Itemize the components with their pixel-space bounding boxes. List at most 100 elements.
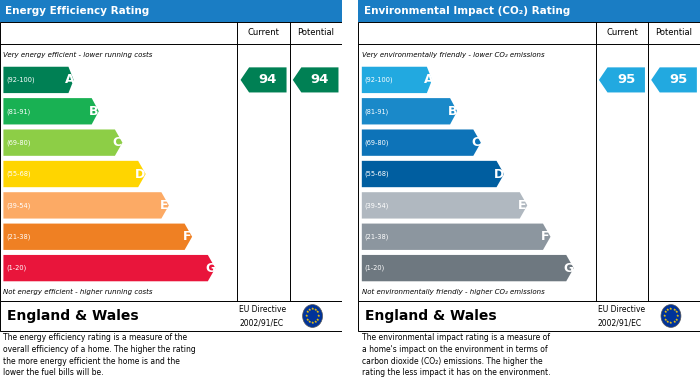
Text: G: G bbox=[205, 262, 215, 274]
Text: ★: ★ bbox=[664, 317, 667, 321]
Text: EU Directive: EU Directive bbox=[239, 305, 286, 314]
Text: England & Wales: England & Wales bbox=[7, 309, 139, 323]
Text: Energy Efficiency Rating: Energy Efficiency Rating bbox=[5, 6, 149, 16]
Text: ★: ★ bbox=[316, 310, 320, 314]
Text: (1-20): (1-20) bbox=[365, 265, 385, 271]
Text: ★: ★ bbox=[314, 320, 317, 324]
Text: (92-100): (92-100) bbox=[6, 77, 35, 83]
Polygon shape bbox=[4, 129, 122, 156]
Text: (21-38): (21-38) bbox=[6, 233, 31, 240]
Bar bbox=[358, 0, 700, 22]
Text: D: D bbox=[135, 167, 146, 181]
Text: A: A bbox=[424, 74, 433, 86]
Text: Not energy efficient - higher running costs: Not energy efficient - higher running co… bbox=[4, 289, 153, 296]
Text: England & Wales: England & Wales bbox=[365, 309, 497, 323]
Text: ★: ★ bbox=[669, 321, 673, 325]
Text: ★: ★ bbox=[314, 308, 317, 312]
Text: ★: ★ bbox=[675, 310, 678, 314]
Text: ★: ★ bbox=[672, 308, 676, 312]
Circle shape bbox=[302, 305, 323, 327]
Text: ★: ★ bbox=[663, 314, 666, 318]
Text: (21-38): (21-38) bbox=[365, 233, 389, 240]
Text: ★: ★ bbox=[316, 317, 320, 321]
Polygon shape bbox=[241, 67, 286, 92]
Polygon shape bbox=[293, 67, 339, 92]
Text: Current: Current bbox=[606, 28, 638, 37]
Text: ★: ★ bbox=[305, 310, 309, 314]
Text: (55-68): (55-68) bbox=[365, 171, 389, 177]
Text: C: C bbox=[113, 136, 122, 149]
Polygon shape bbox=[4, 67, 74, 93]
Text: EU Directive: EU Directive bbox=[598, 305, 645, 314]
Polygon shape bbox=[362, 224, 550, 250]
Text: Very energy efficient - lower running costs: Very energy efficient - lower running co… bbox=[4, 51, 153, 57]
Bar bbox=[358, 22, 700, 301]
Polygon shape bbox=[362, 67, 432, 93]
Bar bbox=[358, 301, 700, 331]
Text: B: B bbox=[89, 105, 99, 118]
Text: ★: ★ bbox=[672, 320, 676, 324]
Polygon shape bbox=[4, 255, 216, 281]
Text: The energy efficiency rating is a measure of the
overall efficiency of a home. T: The energy efficiency rating is a measur… bbox=[4, 333, 196, 377]
Text: (69-80): (69-80) bbox=[365, 140, 389, 146]
Text: ★: ★ bbox=[675, 317, 678, 321]
Text: C: C bbox=[471, 136, 480, 149]
Text: ★: ★ bbox=[311, 321, 314, 325]
Text: Potential: Potential bbox=[297, 28, 334, 37]
Polygon shape bbox=[362, 255, 574, 281]
Text: ★: ★ bbox=[308, 308, 312, 312]
Bar bbox=[0, 22, 342, 301]
Text: B: B bbox=[447, 105, 457, 118]
Polygon shape bbox=[4, 161, 146, 187]
Polygon shape bbox=[4, 98, 99, 124]
Text: The environmental impact rating is a measure of
a home's impact on the environme: The environmental impact rating is a mea… bbox=[362, 333, 550, 377]
Text: Not environmentally friendly - higher CO₂ emissions: Not environmentally friendly - higher CO… bbox=[362, 289, 545, 296]
Polygon shape bbox=[4, 224, 192, 250]
Text: (81-91): (81-91) bbox=[365, 108, 388, 115]
Polygon shape bbox=[362, 161, 504, 187]
Text: Environmental Impact (CO₂) Rating: Environmental Impact (CO₂) Rating bbox=[363, 6, 570, 16]
Bar bbox=[0, 0, 342, 22]
Text: ★: ★ bbox=[666, 308, 670, 312]
Text: (1-20): (1-20) bbox=[6, 265, 27, 271]
Text: (81-91): (81-91) bbox=[6, 108, 30, 115]
Text: 95: 95 bbox=[617, 74, 636, 86]
Text: ★: ★ bbox=[666, 320, 670, 324]
Text: E: E bbox=[160, 199, 168, 212]
Text: E: E bbox=[518, 199, 526, 212]
Text: G: G bbox=[564, 262, 573, 274]
Bar bbox=[0, 301, 342, 331]
Text: Very environmentally friendly - lower CO₂ emissions: Very environmentally friendly - lower CO… bbox=[362, 51, 545, 57]
Text: ★: ★ bbox=[305, 317, 309, 321]
Text: ★: ★ bbox=[308, 320, 312, 324]
Text: Potential: Potential bbox=[655, 28, 692, 37]
Text: ★: ★ bbox=[311, 307, 314, 311]
Text: 2002/91/EC: 2002/91/EC bbox=[239, 318, 284, 327]
Text: Current: Current bbox=[248, 28, 279, 37]
Polygon shape bbox=[599, 67, 645, 92]
Text: ★: ★ bbox=[676, 314, 679, 318]
Text: F: F bbox=[183, 230, 191, 243]
Text: ★: ★ bbox=[669, 307, 673, 311]
Text: 2002/91/EC: 2002/91/EC bbox=[598, 318, 642, 327]
Text: (69-80): (69-80) bbox=[6, 140, 31, 146]
Polygon shape bbox=[362, 98, 457, 124]
Text: (39-54): (39-54) bbox=[6, 202, 31, 209]
Polygon shape bbox=[362, 129, 481, 156]
Text: 94: 94 bbox=[311, 74, 329, 86]
Text: ★: ★ bbox=[317, 314, 321, 318]
Text: (55-68): (55-68) bbox=[6, 171, 31, 177]
Polygon shape bbox=[362, 192, 527, 219]
Text: (39-54): (39-54) bbox=[365, 202, 389, 209]
Text: A: A bbox=[65, 74, 75, 86]
Text: F: F bbox=[541, 230, 550, 243]
Text: 94: 94 bbox=[258, 74, 277, 86]
Polygon shape bbox=[651, 67, 697, 92]
Polygon shape bbox=[4, 192, 169, 219]
Text: ★: ★ bbox=[664, 310, 667, 314]
Text: 95: 95 bbox=[669, 74, 687, 86]
Text: (92-100): (92-100) bbox=[365, 77, 393, 83]
Text: D: D bbox=[494, 167, 504, 181]
Circle shape bbox=[661, 305, 681, 327]
Text: ★: ★ bbox=[304, 314, 308, 318]
